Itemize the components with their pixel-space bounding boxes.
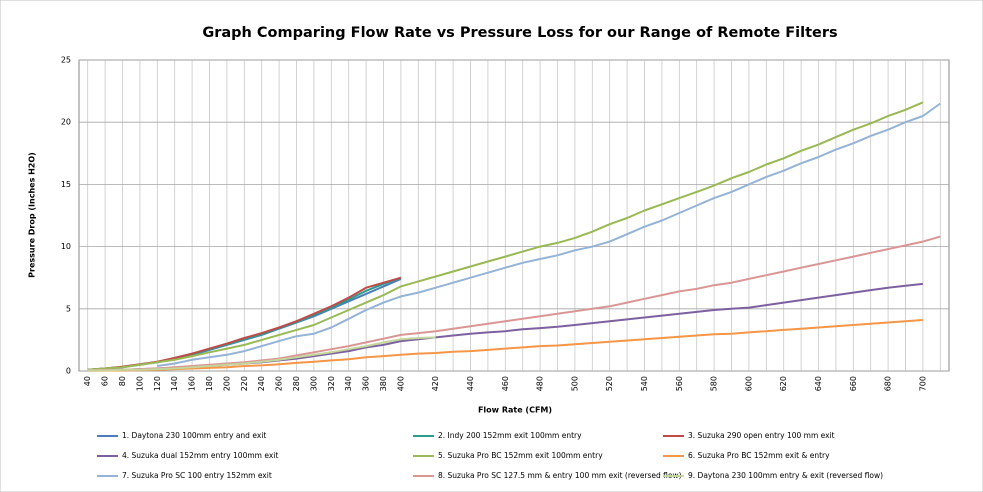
series-line	[87, 235, 941, 372]
legend-label: 6. Suzuka Pro BC 152mm exit & entry	[688, 451, 830, 460]
y-tick-label: 15	[61, 180, 71, 189]
x-tick-label: 260	[275, 376, 284, 391]
x-tick-label: 440	[466, 376, 475, 391]
y-tick-label: 20	[61, 118, 71, 127]
y-tick-label: 25	[61, 56, 71, 65]
x-tick-label: 560	[675, 376, 684, 391]
x-tick-label: 180	[205, 376, 214, 391]
legend-item: 6. Suzuka Pro BC 152mm exit & entry	[663, 451, 830, 460]
x-tick-label: 280	[292, 376, 301, 391]
legend-item: 5. Suzuka Pro BC 152mm exit 100mm entry	[413, 451, 603, 460]
legend-label: 5. Suzuka Pro BC 152mm exit 100mm entry	[438, 451, 603, 460]
x-tick-label: 300	[309, 376, 318, 391]
legend-label: 4. Suzuka dual 152mm entry 100mm exit	[122, 451, 278, 460]
x-tick-label: 400	[396, 376, 405, 391]
x-tick-label: 160	[188, 376, 197, 391]
x-tick-label: 40	[83, 376, 92, 386]
legend-item: 3. Suzuka 290 open entry 100 mm exit	[663, 431, 835, 440]
legend-item: 9. Daytona 230 100mm entry & exit (rever…	[663, 471, 883, 480]
series-line	[87, 101, 924, 371]
x-tick-label: 380	[379, 376, 388, 391]
series-line	[87, 336, 436, 372]
x-tick-label: 100	[135, 376, 144, 391]
x-tick-label: 460	[501, 376, 510, 391]
legend-label: 2. Indy 200 152mm exit 100mm entry	[438, 431, 582, 440]
x-tick-label: 600	[744, 376, 753, 391]
legend-item: 2. Indy 200 152mm exit 100mm entry	[413, 431, 582, 440]
legend-item: 1. Daytona 230 100mm entry and exit	[97, 431, 266, 440]
legend-label: 7. Suzuka Pro SC 100 entry 152mm exit	[122, 471, 272, 480]
x-tick-label: 120	[153, 376, 162, 391]
x-tick-label: 340	[344, 376, 353, 391]
x-tick-label: 220	[240, 376, 249, 391]
x-tick-label: 540	[640, 376, 649, 391]
y-tick-label: 5	[66, 304, 71, 313]
x-tick-label: 420	[431, 376, 440, 391]
x-tick-label: 580	[710, 376, 719, 391]
x-tick-label: 200	[222, 376, 231, 391]
x-axis-title: Flow Rate (CFM)	[478, 406, 552, 415]
x-tick-label: 520	[605, 376, 614, 391]
x-tick-label: 480	[536, 376, 545, 391]
x-tick-label: 620	[779, 376, 788, 391]
y-axis-title: Pressure Drop (Inches H2O)	[28, 152, 37, 278]
legend-label: 8. Suzuka Pro SC 127.5 mm & entry 100 mm…	[438, 471, 682, 480]
x-tick-label: 360	[362, 376, 371, 391]
y-tick-label: 0	[66, 367, 71, 376]
legend-item: 8. Suzuka Pro SC 127.5 mm & entry 100 mm…	[413, 471, 682, 480]
series-line	[157, 102, 941, 367]
chart-title: Graph Comparing Flow Rate vs Pressure Lo…	[202, 25, 837, 41]
x-tick-label: 320	[327, 376, 336, 391]
legend-label: 3. Suzuka 290 open entry 100 mm exit	[688, 431, 835, 440]
legend-label: 1. Daytona 230 100mm entry and exit	[122, 431, 266, 440]
legend-item: 7. Suzuka Pro SC 100 entry 152mm exit	[97, 471, 272, 480]
x-tick-label: 680	[884, 376, 893, 391]
y-tick-label: 10	[61, 242, 71, 251]
legend-item: 4. Suzuka dual 152mm entry 100mm exit	[97, 451, 278, 460]
x-tick-label: 700	[918, 376, 927, 391]
legend-label: 9. Daytona 230 100mm entry & exit (rever…	[688, 471, 883, 480]
x-tick-label: 60	[101, 376, 110, 386]
x-tick-label: 140	[170, 376, 179, 391]
x-tick-label: 500	[570, 376, 579, 391]
x-tick-label: 660	[849, 376, 858, 391]
x-tick-label: 80	[118, 376, 127, 386]
x-tick-label: 640	[814, 376, 823, 391]
series-line	[87, 319, 923, 372]
x-tick-label: 240	[257, 376, 266, 391]
